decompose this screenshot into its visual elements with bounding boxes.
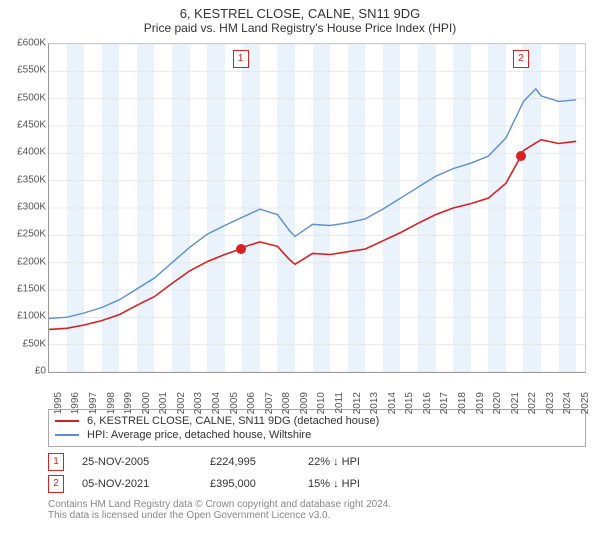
x-tick-label: 2012 <box>352 392 363 414</box>
y-tick-label: £200K <box>17 256 46 267</box>
y-tick-label: £300K <box>17 202 46 213</box>
sale-marker-label: 2 <box>513 50 529 68</box>
chart-subtitle: Price paid vs. HM Land Registry's House … <box>0 21 600 39</box>
x-tick-label: 1997 <box>88 392 99 414</box>
legend-item: 6, KESTREL CLOSE, CALNE, SN11 9DG (detac… <box>55 414 579 428</box>
x-tick-label: 2003 <box>193 392 204 414</box>
x-tick-label: 2004 <box>211 392 222 414</box>
y-tick-label: £600K <box>17 38 46 49</box>
x-tick-label: 1999 <box>123 392 134 414</box>
x-tick-label: 2018 <box>457 392 468 414</box>
y-tick-label: £100K <box>17 311 46 322</box>
y-tick-label: £450K <box>17 120 46 131</box>
x-tick-label: 2017 <box>439 392 450 414</box>
transaction-table: 1 25-NOV-2005 £224,995 22% ↓ HPI 2 05-NOV-202… <box>48 451 586 495</box>
transaction-price: £224,995 <box>210 456 290 468</box>
x-tick-label: 1998 <box>106 392 117 414</box>
x-tick-label: 2023 <box>545 392 556 414</box>
legend-swatch <box>55 420 79 422</box>
y-tick-label: £50K <box>23 338 46 349</box>
x-tick-label: 2013 <box>369 392 380 414</box>
x-tick-label: 2021 <box>510 392 521 414</box>
sale-marker-label: 1 <box>233 50 249 68</box>
series-property <box>49 140 576 330</box>
sale-marker-dot <box>236 244 246 254</box>
transaction-marker: 2 <box>48 475 64 493</box>
x-tick-label: 2025 <box>580 392 591 414</box>
x-tick-label: 2010 <box>316 392 327 414</box>
y-tick-label: £500K <box>17 92 46 103</box>
y-axis-labels: £0£50K£100K£150K£200K£250K£300K£350K£400… <box>4 43 46 373</box>
y-tick-label: £150K <box>17 284 46 295</box>
chart-title: 6, KESTREL CLOSE, CALNE, SN11 9DG <box>0 0 600 21</box>
y-tick-label: £250K <box>17 229 46 240</box>
x-tick-label: 1996 <box>70 392 81 414</box>
legend-item: HPI: Average price, detached house, Wilt… <box>55 428 579 442</box>
transaction-delta: 22% ↓ HPI <box>308 456 418 468</box>
y-tick-label: £0 <box>35 366 46 377</box>
x-tick-label: 2014 <box>387 392 398 414</box>
legend-label: HPI: Average price, detached house, Wilt… <box>87 429 311 441</box>
y-tick-label: £400K <box>17 147 46 158</box>
x-tick-label: 2009 <box>299 392 310 414</box>
transaction-delta: 15% ↓ HPI <box>308 478 418 490</box>
footer-line-2: This data is licensed under the Open Gov… <box>48 510 586 521</box>
transaction-row: 2 05-NOV-2021 £395,000 15% ↓ HPI <box>48 473 586 495</box>
transaction-date: 05-NOV-2021 <box>82 478 192 490</box>
x-tick-label: 2024 <box>562 392 573 414</box>
legend-swatch <box>55 434 79 436</box>
series-hpi <box>49 89 576 319</box>
plot-region: 12 <box>48 43 586 373</box>
chart-area: £0£50K£100K£150K£200K£250K£300K£350K£400… <box>48 43 586 403</box>
sale-marker-dot <box>516 151 526 161</box>
legend: 6, KESTREL CLOSE, CALNE, SN11 9DG (detac… <box>48 409 586 447</box>
y-tick-label: £550K <box>17 65 46 76</box>
x-tick-label: 2000 <box>141 392 152 414</box>
footer-line-1: Contains HM Land Registry data © Crown c… <box>48 499 586 510</box>
x-tick-label: 2006 <box>246 392 257 414</box>
transaction-date: 25-NOV-2005 <box>82 456 192 468</box>
x-tick-label: 2008 <box>281 392 292 414</box>
transaction-marker: 1 <box>48 453 64 471</box>
x-tick-label: 2020 <box>492 392 503 414</box>
footer-attribution: Contains HM Land Registry data © Crown c… <box>48 499 586 521</box>
legend-label: 6, KESTREL CLOSE, CALNE, SN11 9DG (detac… <box>87 415 379 427</box>
x-tick-label: 2005 <box>229 392 240 414</box>
x-tick-label: 2011 <box>334 392 345 414</box>
x-tick-label: 2002 <box>176 392 187 414</box>
x-tick-label: 2001 <box>158 392 169 414</box>
x-tick-label: 2007 <box>264 392 275 414</box>
x-tick-label: 2016 <box>422 392 433 414</box>
y-tick-label: £350K <box>17 174 46 185</box>
x-tick-label: 2015 <box>404 392 415 414</box>
x-tick-label: 2019 <box>475 392 486 414</box>
transaction-row: 1 25-NOV-2005 £224,995 22% ↓ HPI <box>48 451 586 473</box>
transaction-price: £395,000 <box>210 478 290 490</box>
x-tick-label: 2022 <box>527 392 538 414</box>
x-axis-labels: 1995199619971998199920002001200220032004… <box>48 373 586 403</box>
x-tick-label: 1995 <box>53 392 64 414</box>
